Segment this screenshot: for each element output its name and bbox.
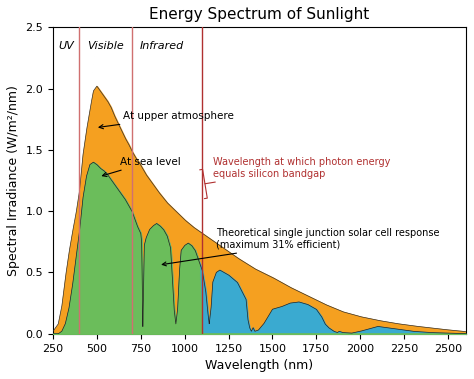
Text: Wavelength at which photon energy
equals silicon bandgap: Wavelength at which photon energy equals… xyxy=(200,157,390,199)
Title: Energy Spectrum of Sunlight: Energy Spectrum of Sunlight xyxy=(149,7,369,22)
Text: Visible: Visible xyxy=(87,41,124,51)
X-axis label: Wavelength (nm): Wavelength (nm) xyxy=(205,359,313,372)
Text: Theoretical single junction solar cell response
(maximum 31% efficient): Theoretical single junction solar cell r… xyxy=(162,229,440,266)
Text: Infrared: Infrared xyxy=(140,41,184,51)
Text: UV: UV xyxy=(58,41,74,51)
Y-axis label: Spectral Irradiance (W/m²/nm): Spectral Irradiance (W/m²/nm) xyxy=(7,85,20,276)
Text: At upper atmosphere: At upper atmosphere xyxy=(99,111,234,129)
Text: At sea level: At sea level xyxy=(102,157,181,177)
